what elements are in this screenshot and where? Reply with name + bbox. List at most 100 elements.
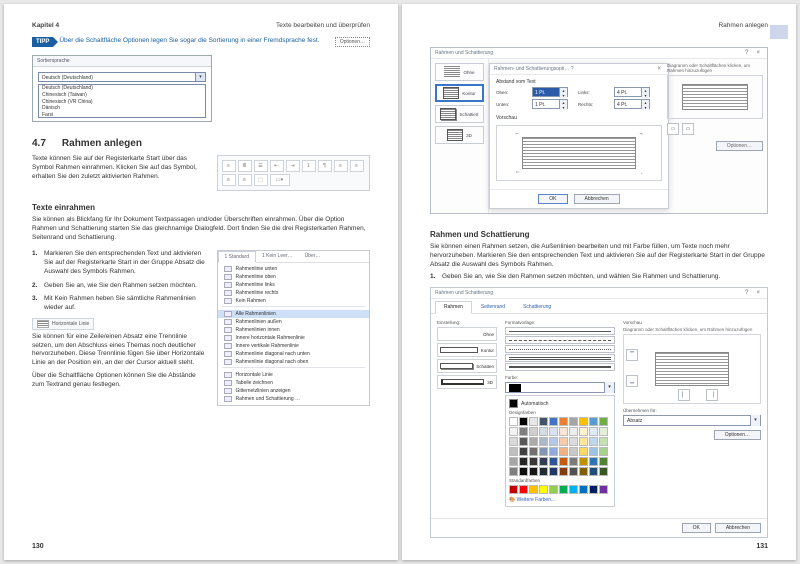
close-icon[interactable]: × (753, 290, 763, 296)
menu-item[interactable]: Rahmenlinie links (218, 281, 369, 289)
color-swatch[interactable] (569, 417, 578, 426)
color-swatch[interactable] (599, 437, 608, 446)
color-swatch[interactable] (579, 467, 588, 476)
menu-item[interactable]: Rahmenlinie diagonal nach unten (218, 350, 369, 358)
menu-item[interactable]: Gitternetzlinien anzeigen (218, 387, 369, 395)
color-swatch[interactable] (569, 447, 578, 456)
color-swatch[interactable] (509, 417, 518, 426)
more-colors-link[interactable]: 🎨 Weitere Farben… (509, 497, 611, 503)
color-swatch[interactable] (529, 457, 538, 466)
menu-item[interactable]: Rahmen und Schattierung … (218, 395, 369, 403)
menu-item[interactable]: Rahmenlinie rechts (218, 289, 369, 297)
ok-button[interactable]: OK (682, 523, 711, 533)
color-swatch[interactable] (539, 467, 548, 476)
list-item[interactable]: Farsi (39, 112, 205, 118)
color-swatch[interactable] (569, 467, 578, 476)
toolbar-button[interactable]: ⇥ (286, 160, 300, 172)
color-swatch[interactable] (589, 447, 598, 456)
color-swatch[interactable] (519, 417, 528, 426)
color-swatch[interactable] (539, 417, 548, 426)
color-swatch[interactable] (529, 427, 538, 436)
chevron-down-icon[interactable]: ▾ (750, 415, 760, 426)
menu-tab[interactable]: Über… (299, 251, 327, 262)
tab-seitenrand[interactable]: Seitenrand (472, 301, 514, 313)
color-swatch[interactable] (509, 427, 518, 436)
color-swatch[interactable] (599, 467, 608, 476)
menu-item[interactable]: Innere horizontale Rahmenlinie (218, 334, 369, 342)
cancel-button[interactable]: Abbrechen (574, 194, 620, 204)
color-swatch[interactable] (529, 467, 538, 476)
color-swatch[interactable] (569, 485, 578, 494)
menu-tab[interactable]: 1 Standard (218, 251, 256, 263)
list-item[interactable]: Dänisch (39, 105, 205, 112)
color-swatch[interactable] (539, 485, 548, 494)
setting-tile[interactable]: 3D (435, 126, 484, 144)
color-swatch[interactable] (599, 427, 608, 436)
color-swatch[interactable] (519, 485, 528, 494)
setting-tile[interactable]: Schatten (437, 359, 497, 373)
toolbar-button[interactable]: ⬚ (254, 174, 268, 186)
help-icon[interactable]: ? (742, 50, 751, 56)
color-swatch[interactable] (549, 447, 558, 456)
color-swatch[interactable] (549, 467, 558, 476)
line-style-option[interactable] (505, 345, 615, 353)
color-swatch[interactable] (589, 457, 598, 466)
color-swatch[interactable] (559, 467, 568, 476)
color-swatch[interactable] (529, 447, 538, 456)
edge-button-bottom[interactable]: ▁ (626, 375, 638, 387)
color-swatch[interactable] (549, 457, 558, 466)
spin-right[interactable]: 4 Pt.▴▾ (614, 99, 650, 109)
color-swatch[interactable] (509, 437, 518, 446)
color-swatch[interactable] (569, 437, 578, 446)
toolbar-button[interactable]: ↧ (302, 160, 316, 172)
toolbar-button[interactable]: ≡ (350, 160, 364, 172)
color-swatch[interactable] (529, 485, 538, 494)
color-swatch[interactable] (559, 437, 568, 446)
menu-tab[interactable]: 1 Kein Leer… (256, 251, 299, 262)
combo-arrow-icon[interactable]: ▾ (195, 73, 205, 81)
color-swatch[interactable] (519, 457, 528, 466)
color-swatch[interactable] (519, 437, 528, 446)
menu-item[interactable]: Rahmenlinie oben (218, 273, 369, 281)
color-swatch[interactable] (549, 437, 558, 446)
menu-item-highlighted[interactable]: Alle Rahmenlinien (218, 310, 369, 318)
color-swatch[interactable] (599, 447, 608, 456)
color-swatch[interactable] (519, 447, 528, 456)
menu-item[interactable]: Rahmenlinie unten (218, 265, 369, 273)
toolbar-button[interactable]: ☰ (254, 160, 268, 172)
toolbar-button[interactable]: ≡ (238, 174, 252, 186)
tab-schattierung[interactable]: Schattierung (514, 301, 560, 313)
edge-button[interactable]: ▭ (682, 123, 694, 135)
color-swatch[interactable] (559, 485, 568, 494)
color-swatch[interactable] (539, 427, 548, 436)
color-swatch[interactable] (559, 427, 568, 436)
menu-item[interactable]: Rahmenlinien außen (218, 318, 369, 326)
border-dropdown-button[interactable]: ▭▾ (270, 174, 290, 186)
menu-item[interactable]: Innere vertikale Rahmenlinie (218, 342, 369, 350)
spin-bottom[interactable]: 1 Pt.▴▾ (532, 99, 568, 109)
menu-item[interactable]: Tabelle zeichnen (218, 379, 369, 387)
color-swatch[interactable] (539, 457, 548, 466)
color-swatch[interactable] (559, 457, 568, 466)
color-swatch[interactable] (589, 417, 598, 426)
color-swatch[interactable] (539, 437, 548, 446)
color-swatch[interactable] (549, 485, 558, 494)
menu-item[interactable]: Horizontale Linie (218, 371, 369, 379)
color-dropdown[interactable]: ▾ (505, 382, 615, 393)
edge-button[interactable]: ▭ (667, 123, 679, 135)
color-swatch[interactable] (579, 417, 588, 426)
color-swatch[interactable] (559, 447, 568, 456)
line-style-option[interactable] (505, 336, 615, 344)
help-icon[interactable]: ? (742, 290, 751, 296)
toolbar-button[interactable]: ≡ (334, 160, 348, 172)
color-swatch[interactable] (529, 437, 538, 446)
close-icon[interactable]: × (753, 50, 763, 56)
color-swatch[interactable] (509, 457, 518, 466)
color-swatch[interactable] (509, 447, 518, 456)
list-item[interactable]: Deutsch (Deutschland) (39, 85, 205, 92)
options-button[interactable]: Optionen… (716, 141, 763, 151)
color-swatch[interactable] (589, 427, 598, 436)
color-swatch[interactable] (589, 485, 598, 494)
color-swatch[interactable] (579, 485, 588, 494)
setting-tile[interactable]: 3D (437, 375, 497, 389)
